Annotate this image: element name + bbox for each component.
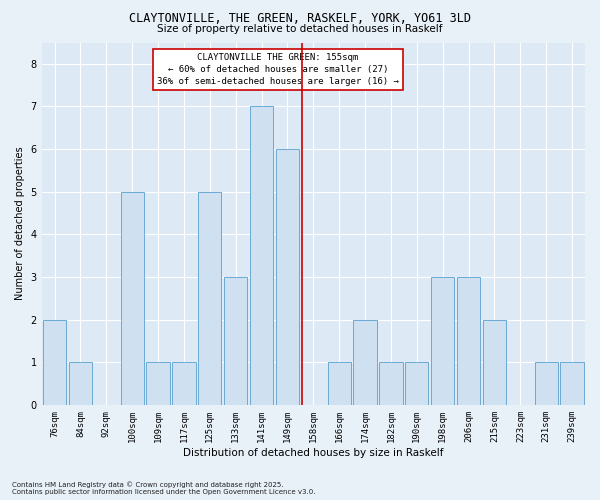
Bar <box>379 362 403 405</box>
Bar <box>431 277 454 405</box>
Bar <box>457 277 480 405</box>
Bar <box>483 320 506 405</box>
Bar <box>198 192 221 405</box>
X-axis label: Distribution of detached houses by size in Raskelf: Distribution of detached houses by size … <box>183 448 443 458</box>
Bar <box>121 192 144 405</box>
Bar <box>353 320 377 405</box>
Bar <box>276 149 299 405</box>
Bar <box>328 362 351 405</box>
Text: CLAYTONVILLE, THE GREEN, RASKELF, YORK, YO61 3LD: CLAYTONVILLE, THE GREEN, RASKELF, YORK, … <box>129 12 471 26</box>
Bar <box>69 362 92 405</box>
Text: Contains HM Land Registry data © Crown copyright and database right 2025.
Contai: Contains HM Land Registry data © Crown c… <box>12 482 316 495</box>
Bar <box>250 106 273 405</box>
Bar <box>560 362 584 405</box>
Bar <box>43 320 66 405</box>
Bar <box>146 362 170 405</box>
Text: CLAYTONVILLE THE GREEN: 155sqm
← 60% of detached houses are smaller (27)
36% of : CLAYTONVILLE THE GREEN: 155sqm ← 60% of … <box>157 54 399 86</box>
Y-axis label: Number of detached properties: Number of detached properties <box>15 147 25 300</box>
Text: Size of property relative to detached houses in Raskelf: Size of property relative to detached ho… <box>157 24 443 34</box>
Bar <box>172 362 196 405</box>
Bar <box>535 362 558 405</box>
Bar <box>405 362 428 405</box>
Bar <box>224 277 247 405</box>
